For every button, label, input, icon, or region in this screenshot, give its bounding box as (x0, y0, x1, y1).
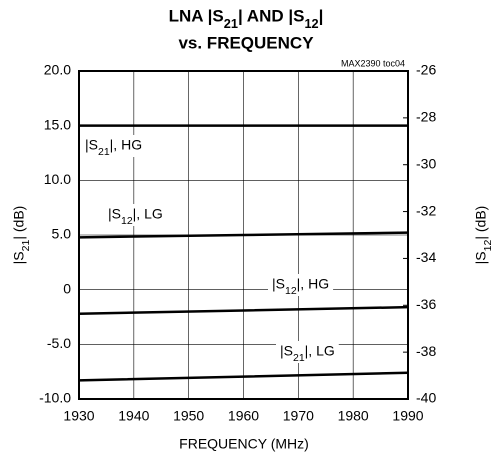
y-tick-label: 5.0 (52, 226, 72, 242)
x-tick-label: 1960 (228, 408, 259, 424)
y-tick-label: 10.0 (44, 171, 71, 187)
series-line (78, 231, 409, 239)
x-tick-label: 1980 (338, 408, 369, 424)
y-tick-label: -5.0 (47, 335, 71, 351)
y2-tick-label: -38 (416, 343, 436, 359)
y2-tick-label: -30 (416, 155, 436, 171)
chart-title: LNA |S21| AND |S12| (169, 6, 324, 30)
y2-tick-label: -28 (416, 109, 436, 125)
y-tick-label: 15.0 (44, 116, 71, 132)
chart-title: vs. FREQUENCY (178, 33, 314, 52)
label-background (268, 274, 334, 296)
y-tick-label: -10.0 (39, 390, 71, 406)
y2-axis-label: |S12| (dB) (473, 206, 492, 265)
x-tick-label: 1950 (173, 408, 204, 424)
chart-note: MAX2390 toc04 (341, 58, 405, 68)
label-background (81, 135, 147, 157)
y2-tick-label: -40 (416, 390, 436, 406)
y-tick-label: 0 (63, 280, 71, 296)
series-line (78, 305, 409, 315)
y2-tick-label: -26 (416, 62, 436, 78)
x-axis-label: FREQUENCY (MHz) (179, 436, 309, 452)
y2-tick-label: -36 (416, 296, 436, 312)
y2-tick-label: -34 (416, 249, 436, 265)
series-line (78, 371, 409, 382)
x-tick-label: 1990 (392, 408, 423, 424)
y2-tick-label: -32 (416, 202, 436, 218)
label-background (276, 341, 339, 363)
y-axis-label: |S21| (dB) (11, 206, 32, 265)
x-tick-label: 1940 (118, 408, 149, 424)
label-background (104, 204, 167, 226)
x-tick-label: 1970 (283, 408, 314, 424)
x-tick-label: 1930 (63, 408, 94, 424)
y-tick-label: 20.0 (44, 62, 71, 78)
